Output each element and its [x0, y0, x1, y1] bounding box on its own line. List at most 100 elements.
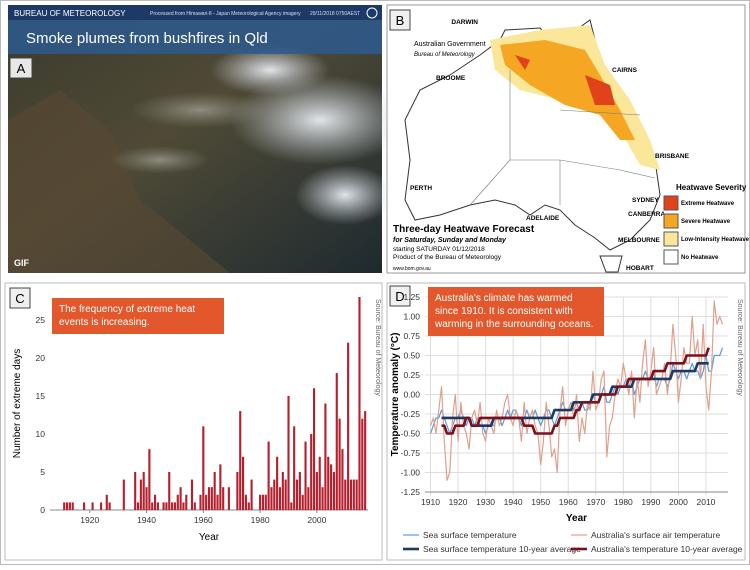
y-axis-label: Temperature anomaly (°C) [390, 333, 401, 457]
bar [273, 479, 276, 510]
bar [315, 471, 318, 510]
legend-title: Heatwave Severity [676, 183, 747, 192]
bar [91, 502, 94, 510]
y-tick-label: 0 [40, 505, 45, 515]
extreme-area [515, 55, 615, 105]
cloud [295, 165, 395, 225]
y-tick-label: 0.25 [403, 370, 420, 380]
bar [318, 456, 321, 510]
bar [151, 502, 154, 510]
city-label: BROOME [436, 75, 466, 82]
bar [321, 487, 324, 510]
bar [100, 502, 103, 510]
cloud [210, 45, 330, 95]
x-tick-label: 2000 [669, 497, 688, 507]
cloud [230, 75, 410, 165]
bar [307, 487, 310, 510]
legend-label: Low-Intensity Heatwave [681, 237, 750, 243]
agency: BUREAU OF METEOROLOGY [14, 9, 126, 18]
panel-letter: B [396, 13, 405, 28]
bar [287, 395, 290, 510]
x-tick-label: 1950 [531, 497, 550, 507]
bar [295, 479, 299, 510]
bar [153, 494, 157, 510]
legend-label: Severe Heatwave [681, 219, 731, 225]
x-tick-label: 1910 [421, 497, 440, 507]
y-tick-label: -0.25 [401, 409, 421, 419]
x-tick-label: 1930 [476, 497, 495, 507]
bar [105, 494, 108, 510]
bar [210, 487, 213, 510]
bar [63, 502, 66, 510]
map-title: Three-day Heatwave Forecast [393, 224, 535, 235]
bar [290, 502, 293, 510]
bar [358, 297, 361, 510]
bar [205, 494, 208, 510]
city-label: CAIRNS [612, 67, 638, 74]
bar [344, 479, 347, 510]
bar [278, 487, 282, 510]
bar [347, 342, 350, 510]
bar [239, 411, 242, 510]
smoke [130, 92, 270, 128]
y-tick-label: 5 [40, 467, 45, 477]
x-tick-label: 1980 [251, 515, 270, 525]
annotation: Australia's climate has warmed since 191… [428, 287, 604, 336]
x-tick-label: 1920 [449, 497, 468, 507]
legend-label: No Heatwave [681, 255, 719, 261]
bar [332, 471, 335, 510]
bar [182, 502, 185, 510]
bar [264, 494, 267, 510]
letter-box [389, 9, 411, 31]
y-tick-label: 0.50 [403, 351, 420, 361]
source: Source: Bureau of Meteorology [736, 299, 743, 396]
bar [168, 471, 171, 510]
y-tick-label: 0.75 [403, 331, 420, 341]
bar [244, 494, 247, 510]
map-start: starting SATURDAY 01/12/2018 [393, 246, 485, 253]
bar [267, 441, 270, 510]
tasmania [599, 255, 623, 273]
city-label: BRISBANE [655, 153, 690, 160]
bar [338, 418, 341, 510]
bar [145, 487, 148, 510]
x-tick-label: 1920 [80, 515, 99, 525]
bar [310, 433, 313, 510]
bar [156, 502, 159, 510]
x-axis-label: Year [199, 532, 220, 543]
severe-area [500, 40, 635, 140]
x-tick-label: 1960 [194, 515, 213, 525]
x-tick-label: 1940 [504, 497, 523, 507]
bar [171, 502, 174, 510]
legend-swatch [663, 231, 679, 247]
bar [148, 449, 151, 510]
bar [176, 494, 179, 510]
annotation: The frequency of extreme heat events is … [52, 298, 224, 334]
panel-letter: C [15, 291, 24, 306]
bar [222, 487, 225, 510]
bar [207, 487, 211, 510]
legend-swatch [663, 213, 679, 229]
y-tick-label: -1.25 [401, 487, 421, 497]
legend-label: Extreme Heatwave [681, 201, 735, 207]
y-tick-label: -0.75 [401, 448, 421, 458]
title-band [8, 20, 382, 54]
x-tick-label: 2010 [697, 497, 716, 507]
bar [122, 479, 125, 510]
bar [162, 502, 165, 510]
city-label: MELBOURNE [618, 237, 661, 244]
bar [134, 471, 137, 510]
bar [83, 502, 86, 510]
bar [165, 502, 168, 510]
legend-swatch [663, 195, 679, 211]
bar [193, 502, 196, 510]
bar [324, 403, 327, 510]
land [8, 90, 230, 273]
header-bar [8, 5, 382, 20]
city-label: DARWIN [451, 19, 478, 26]
series-line [441, 347, 710, 435]
city-label: HOBART [626, 265, 654, 272]
bar [65, 502, 69, 510]
